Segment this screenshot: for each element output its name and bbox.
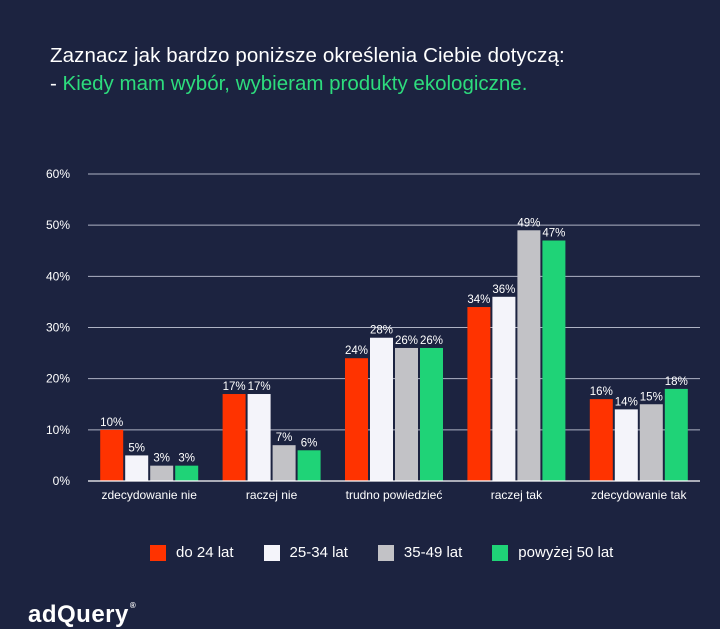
y-tick-label: 40% — [46, 269, 70, 283]
bar — [395, 347, 418, 481]
data-label: 34% — [467, 294, 490, 306]
bar — [664, 388, 688, 481]
legend-item: powyżej 50 lat — [492, 544, 613, 561]
legend-label: 35-49 lat — [403, 544, 463, 561]
legend-item: 25-34 lat — [263, 544, 348, 561]
bar — [272, 445, 296, 481]
data-label: 26% — [395, 335, 418, 347]
data-label: 3% — [153, 453, 170, 465]
y-tick-label: 50% — [46, 218, 70, 232]
legend-label: powyżej 50 lat — [518, 544, 614, 561]
y-tick-label: 10% — [46, 423, 70, 437]
bar — [517, 230, 541, 481]
subtitle-dash: - — [50, 72, 57, 95]
y-tick-label: 30% — [46, 321, 70, 335]
data-label: 5% — [128, 442, 145, 454]
chart-subtitle: - Kiedy mam wybór, wybieram produkty eko… — [50, 70, 527, 97]
data-label: 18% — [665, 376, 688, 388]
y-tick-label: 20% — [46, 372, 70, 386]
bar — [345, 358, 368, 481]
chart-title: Zaznacz jak bardzo poniższe określenia C… — [50, 44, 565, 67]
legend-label: 25-34 lat — [289, 544, 348, 561]
bar — [467, 307, 491, 481]
data-label: 14% — [615, 396, 638, 408]
bar — [639, 404, 663, 481]
data-label: 36% — [492, 284, 515, 296]
data-label: 10% — [100, 417, 123, 429]
bar — [542, 240, 566, 481]
x-tick-label: zdecydowanie tak — [591, 488, 687, 502]
legend-swatch — [150, 544, 166, 561]
legend-item: 35-49 lat — [377, 544, 463, 561]
legend-item: do 24 lat — [150, 544, 234, 561]
data-label: 16% — [590, 386, 613, 398]
data-label: 26% — [420, 335, 443, 347]
bar — [492, 296, 516, 481]
bar — [297, 450, 321, 481]
data-label: 49% — [517, 217, 540, 229]
bar — [100, 429, 124, 481]
data-label: 17% — [223, 381, 246, 393]
legend-swatch — [492, 544, 509, 561]
data-label: 15% — [640, 391, 663, 403]
legend-label: do 24 lat — [176, 544, 234, 561]
bar — [175, 465, 199, 481]
brand-logo: adQuery® — [28, 601, 137, 628]
data-label: 3% — [178, 453, 195, 465]
y-tick-label: 0% — [53, 474, 71, 488]
data-label: 6% — [301, 437, 318, 449]
chart-legend: do 24 lat 25-34 lat 35-49 lat powyżej 50 la… — [150, 544, 643, 561]
bar — [420, 347, 443, 481]
bar — [247, 394, 271, 481]
data-label: 17% — [248, 381, 271, 393]
data-label: 28% — [370, 325, 393, 337]
data-label: 47% — [542, 228, 565, 240]
bar — [125, 455, 149, 481]
data-label: 24% — [345, 345, 368, 357]
bar — [614, 409, 638, 481]
bar — [222, 394, 246, 481]
subtitle-text: Kiedy mam wybór, wybieram produkty ekolo… — [62, 72, 528, 95]
data-label: 7% — [276, 432, 293, 444]
bar — [150, 465, 174, 481]
x-tick-label: raczej nie — [246, 488, 298, 502]
bar — [370, 337, 393, 481]
x-tick-label: raczej tak — [491, 488, 543, 502]
legend-swatch — [263, 544, 280, 561]
x-tick-label: trudno powiedzieć — [346, 488, 443, 502]
y-tick-label: 60% — [46, 167, 70, 181]
x-tick-label: zdecydowanie nie — [101, 488, 197, 502]
legend-swatch — [377, 544, 394, 561]
bar — [589, 399, 613, 481]
